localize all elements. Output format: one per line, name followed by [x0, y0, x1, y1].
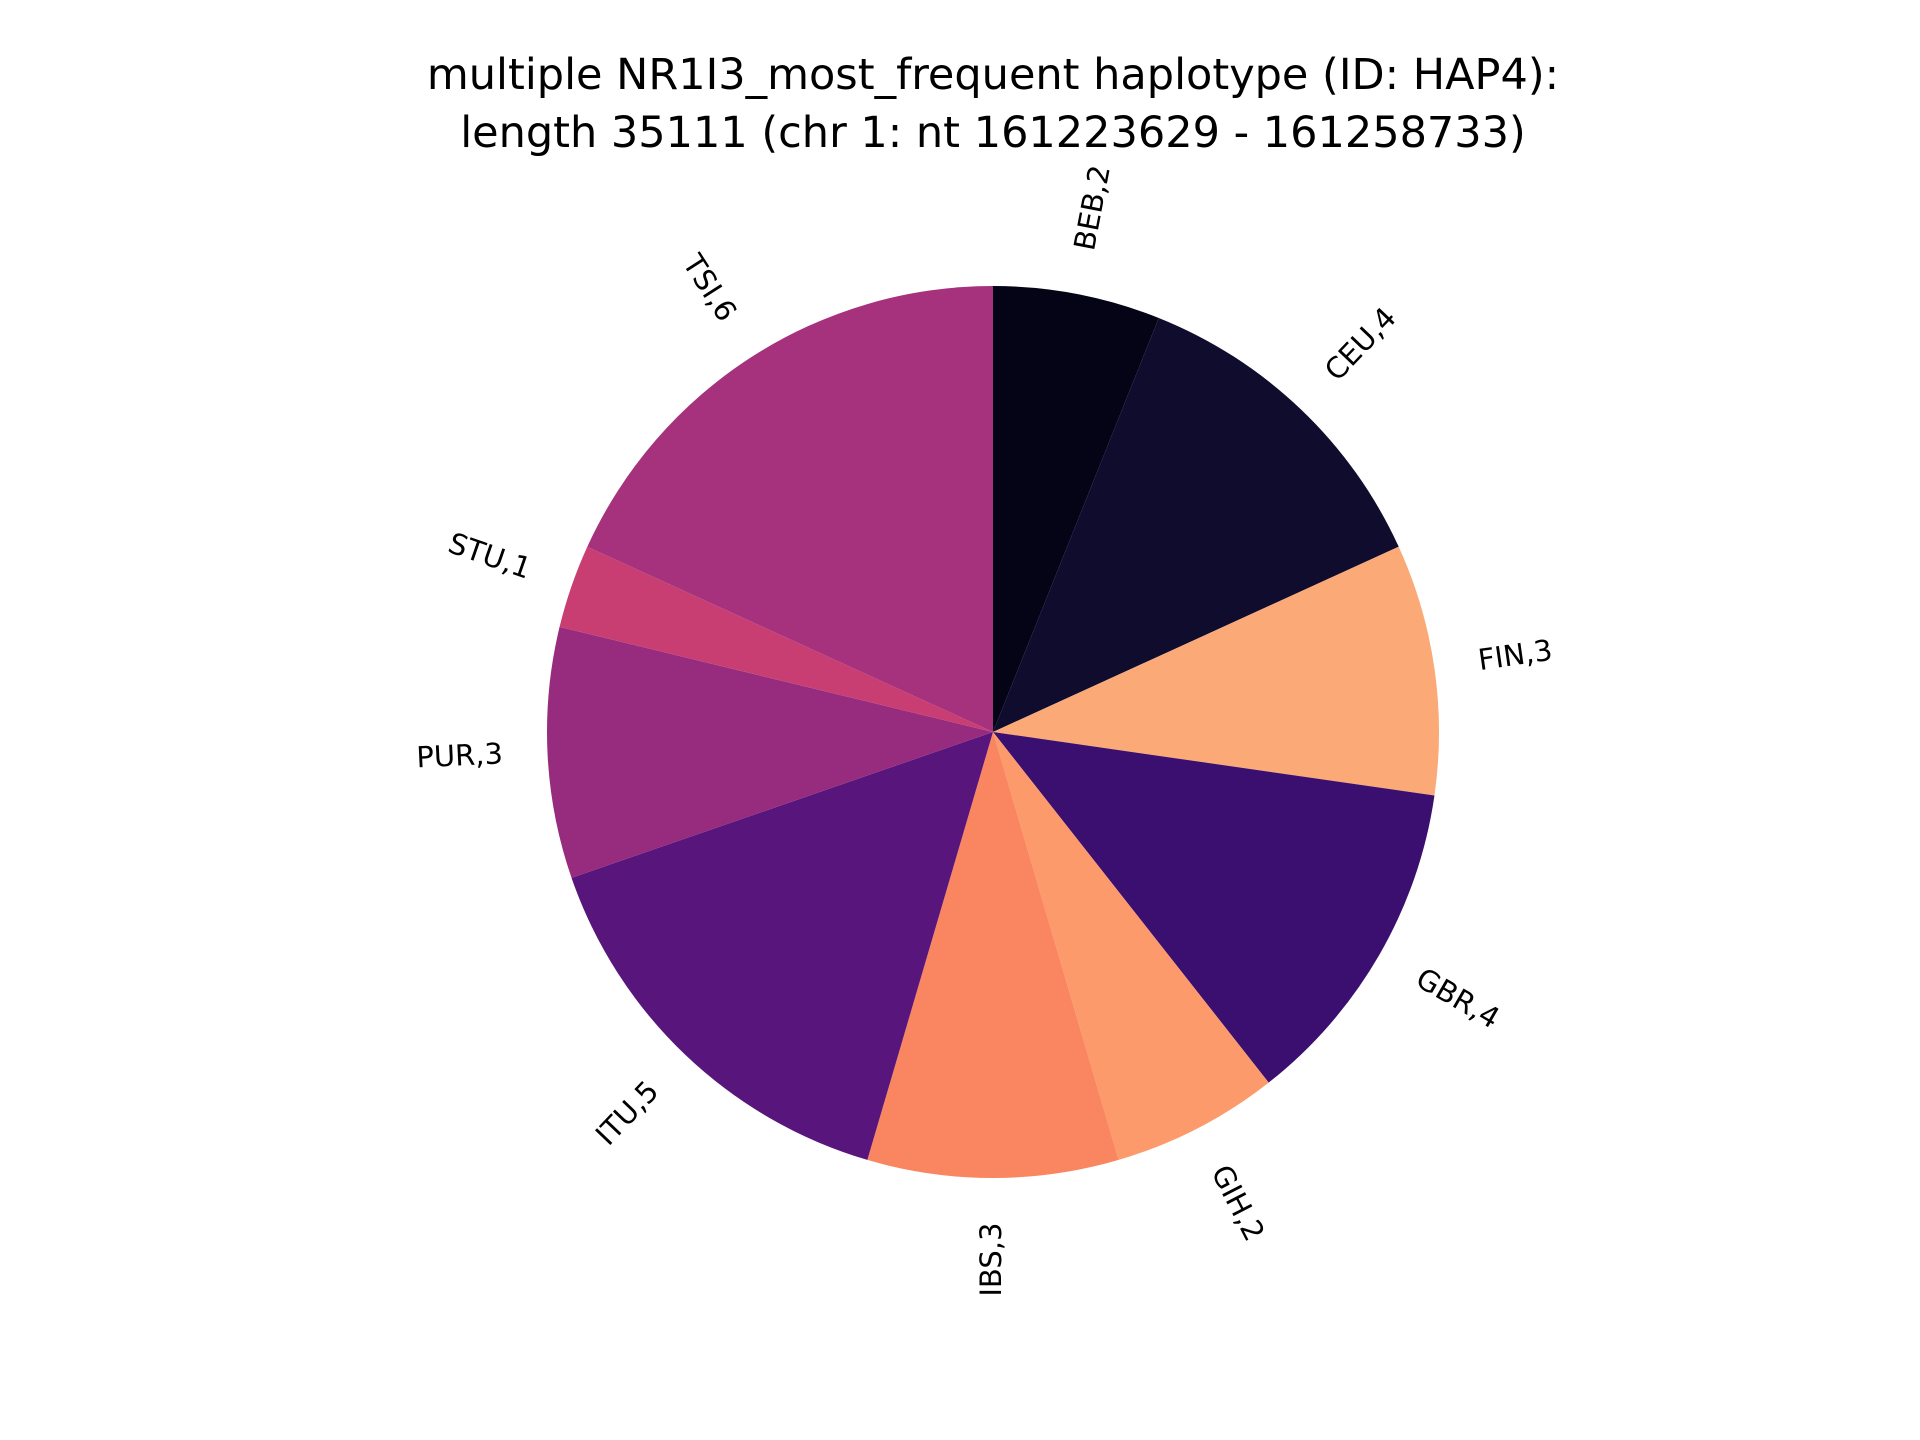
- pie-slice-tsi: [587, 286, 993, 732]
- chart-subtitle: length 35111 (chr 1: nt 161223629 - 1612…: [460, 108, 1526, 158]
- slice-label-stu: STU,1: [444, 526, 535, 586]
- slice-label-itu: ITU,5: [589, 1074, 665, 1152]
- pie-slice-itu: [571, 732, 993, 1160]
- chart-title: multiple NR1I3_most_frequent haplotype (…: [427, 50, 1559, 100]
- slice-label-fin: FIN,3: [1476, 633, 1555, 677]
- pie-slice-pur: [547, 626, 993, 878]
- pie-slices: [547, 286, 1439, 1178]
- slice-label-ibs: IBS,3: [974, 1223, 1008, 1297]
- pie-slice-fin: [993, 546, 1439, 796]
- pie-slice-stu: [559, 546, 993, 732]
- slice-label-gih: GIH,2: [1204, 1159, 1271, 1246]
- pie-slice-beb: [993, 286, 1159, 732]
- pie-slice-ceu: [993, 317, 1399, 732]
- slice-label-pur: PUR,3: [416, 736, 504, 774]
- slice-label-ceu: CEU,4: [1318, 301, 1403, 388]
- pie-slice-ibs: [867, 732, 1119, 1178]
- slice-label-gbr: GBR,4: [1410, 961, 1505, 1036]
- pie-slice-gbr: [993, 732, 1435, 1083]
- pie-slice-gih: [993, 732, 1269, 1160]
- slice-label-tsi: TSI,6: [675, 247, 743, 327]
- slice-label-beb: BEB,2: [1067, 162, 1117, 253]
